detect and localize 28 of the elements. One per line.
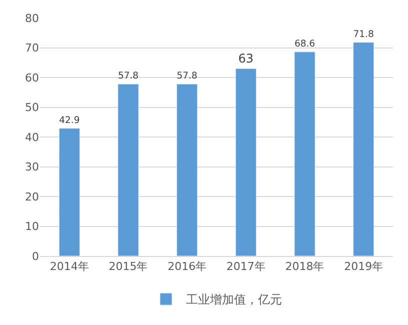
y-tick-label: 20 [25,190,39,204]
x-tick-label: 2019年 [344,260,384,274]
x-tick-label: 2016年 [168,260,207,274]
y-tick-label: 50 [25,101,39,114]
bar [58,128,80,256]
y-tick-label: 30 [25,160,39,174]
x-tick-label: 2017年 [226,260,266,274]
y-tick-label: 80 [25,12,39,25]
y-tick-label: 0 [32,250,39,263]
x-tick-label: 2015年 [108,260,148,274]
y-tick-label: 40 [25,130,39,144]
data-label: 63 [238,52,254,66]
legend-label: 工业增加值，亿元 [186,292,282,307]
x-tick-label: 2014年 [50,260,89,274]
x-tick-label: 2018年 [285,260,324,274]
y-tick-label: 10 [25,220,39,234]
bar [118,84,139,256]
bar [294,52,316,256]
data-label: 57.8 [118,70,139,82]
data-label: 42.9 [59,115,80,126]
y-tick-label: 70 [25,42,39,55]
data-label: 57.8 [176,70,198,82]
data-label: 68.6 [294,38,316,50]
bar [353,42,374,256]
y-tick-label: 60 [25,71,39,84]
bar [176,84,198,256]
bar [235,68,256,256]
data-label: 71.8 [353,29,374,40]
